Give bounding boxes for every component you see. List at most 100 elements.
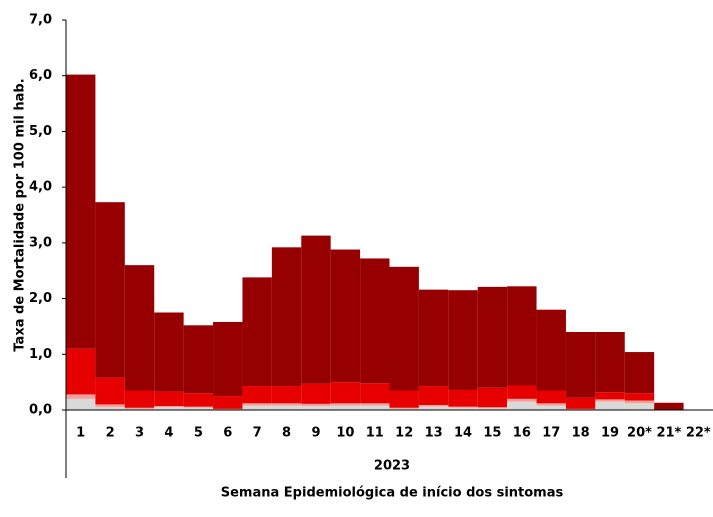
bar-segment	[66, 74, 96, 349]
bar-segment	[66, 348, 96, 395]
bar-segment	[595, 392, 625, 400]
bar-segment	[330, 249, 361, 383]
bar-segment	[536, 403, 566, 406]
y-tick-label: 4,0	[29, 180, 52, 195]
bar-segment	[448, 407, 478, 410]
x-tick-label: 19	[601, 426, 619, 441]
bar-segment	[595, 332, 625, 393]
bar-segment	[271, 405, 302, 410]
bar-segment	[330, 382, 361, 404]
bar-segment	[242, 403, 272, 406]
bar-segment	[360, 258, 390, 384]
bar-segment	[271, 403, 302, 406]
x-tick-label: 1	[76, 426, 85, 441]
bar-segment	[389, 266, 419, 391]
y-tick-label: 3,0	[29, 235, 52, 250]
bar-segment	[565, 408, 596, 410]
bar-segment	[183, 406, 214, 408]
bar-segment	[360, 403, 390, 406]
bar-segment	[418, 289, 449, 387]
bar-segment	[595, 399, 625, 402]
bar-segment	[183, 393, 214, 407]
bar-segment	[536, 390, 566, 404]
bar-segment	[213, 396, 243, 409]
bar-segment	[448, 389, 478, 407]
bar-segment	[95, 404, 125, 408]
bar-segment	[154, 406, 184, 408]
y-axis-title: Taxa de Mortalidade por 100 mil hab.	[13, 78, 28, 351]
bar-segment	[124, 265, 155, 391]
bar-segment	[624, 403, 655, 410]
bar-segment	[242, 277, 272, 387]
bar-segment	[301, 406, 331, 410]
x-tick-label: 3	[135, 426, 144, 441]
y-tick-label: 2,0	[29, 291, 52, 306]
bar-segment	[183, 325, 214, 394]
x-tick-label: 4	[164, 426, 173, 441]
x-tick-label: 15	[483, 426, 501, 441]
bar-segment	[154, 391, 184, 407]
bar-segment	[301, 235, 331, 384]
bar-segment	[507, 398, 537, 402]
bar-segment	[536, 405, 566, 410]
x-tick-label: 9	[311, 426, 320, 441]
bar-segment	[124, 407, 155, 409]
y-tick-label: 1,0	[29, 347, 52, 362]
y-tick-label: 7,0	[29, 13, 52, 28]
bar-segment	[624, 400, 655, 404]
bar-segment	[536, 309, 566, 391]
bar-segment	[271, 386, 302, 404]
bar-segment	[301, 383, 331, 404]
bar-segment	[418, 406, 449, 410]
y-tick-label: 0,0	[29, 403, 52, 418]
bar-segment	[301, 403, 331, 407]
x-tick-label: 6	[223, 426, 232, 441]
bar-segment	[418, 404, 449, 407]
bar-segment	[448, 406, 478, 408]
bar-segment	[477, 407, 508, 409]
bar-segment	[389, 408, 419, 410]
x-tick-label: 16	[513, 426, 531, 441]
x-group-label: 2023	[374, 459, 410, 474]
x-tick-label: 7	[253, 426, 262, 441]
bar-segment	[360, 383, 390, 404]
bar-segment	[95, 407, 125, 410]
x-tick-label: 20*	[627, 426, 652, 441]
x-axis-title: Semana Epidemiológica de início dos sint…	[221, 486, 564, 501]
bar-segment	[95, 202, 125, 378]
bar-segment	[389, 407, 419, 409]
bar-segment	[330, 405, 361, 410]
bar-segment	[507, 385, 537, 399]
x-tick-label: 8	[282, 426, 291, 441]
y-tick-label: 6,0	[29, 68, 52, 83]
x-tick-label: 2	[106, 426, 115, 441]
bar-segment	[330, 403, 361, 406]
bar-segment	[154, 312, 184, 392]
bar-segment	[213, 321, 243, 397]
bar-segment	[66, 398, 96, 410]
bar-segment	[124, 390, 155, 408]
x-tick-label: 14	[454, 426, 472, 441]
bar-segment	[242, 405, 272, 410]
bar-segment	[654, 402, 684, 410]
x-tick-label: 10	[336, 426, 354, 441]
bar-segment	[66, 394, 96, 399]
bar-segment	[154, 407, 184, 410]
bar-segment	[242, 386, 272, 404]
bar-segment	[389, 390, 419, 408]
bar-segment	[95, 377, 125, 405]
bar-segment	[624, 393, 655, 401]
bar-segment	[595, 401, 625, 410]
bar-segment	[448, 290, 478, 390]
bar-segment	[213, 408, 243, 410]
bar-segment	[360, 405, 390, 410]
bar-segment	[477, 387, 508, 408]
x-tick-label: 18	[572, 426, 590, 441]
bar-segment	[507, 401, 537, 410]
bar-segment	[124, 408, 155, 410]
bar-segment	[271, 247, 302, 387]
bar-segment	[477, 286, 508, 388]
x-tick-label: 12	[395, 426, 413, 441]
x-tick-label: 13	[425, 426, 443, 441]
